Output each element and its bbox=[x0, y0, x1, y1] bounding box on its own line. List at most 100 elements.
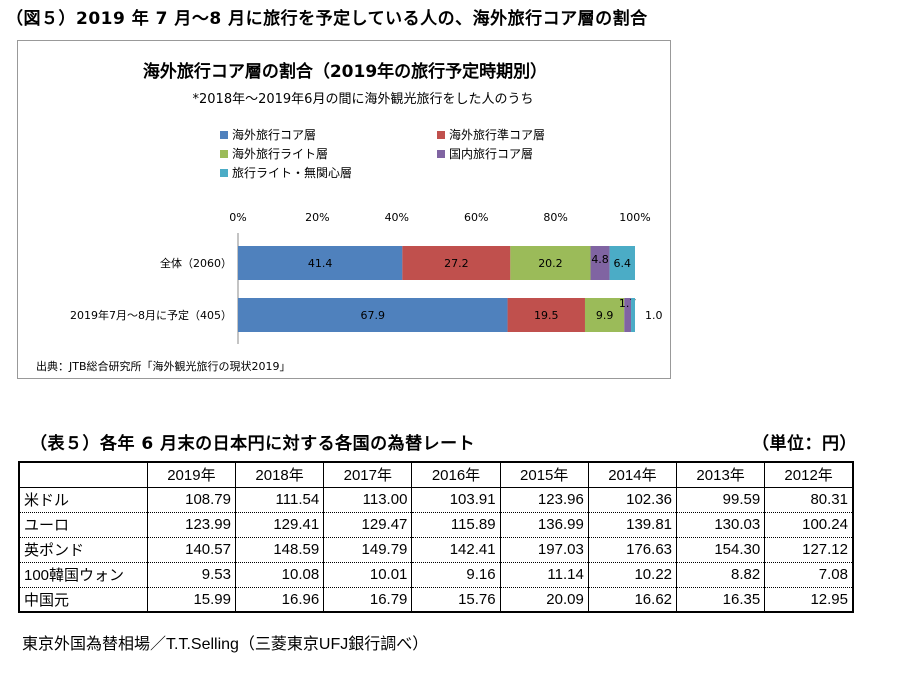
rate-cell: 127.12 bbox=[764, 536, 854, 563]
row-label: ユーロ bbox=[18, 511, 148, 538]
rate-cell: 100.24 bbox=[764, 511, 854, 538]
data-label: 19.5 bbox=[534, 309, 559, 322]
rate-cell: 176.63 bbox=[587, 536, 678, 563]
header-cell: 2018年 bbox=[234, 461, 325, 488]
axis-tick-label: 100% bbox=[619, 211, 650, 224]
rate-cell: 10.22 bbox=[587, 561, 678, 588]
data-label: 41.4 bbox=[308, 257, 333, 270]
figure-caption: （図５）2019 年 7 月～8 月に旅行を予定している人の、海外旅行コア層の割… bbox=[6, 9, 648, 29]
rate-cell: 129.47 bbox=[323, 511, 413, 538]
header-cell: 2015年 bbox=[499, 461, 589, 488]
table-row: ユーロ 123.99 129.41 129.47 115.89 136.99 139.81 1… bbox=[18, 511, 854, 538]
data-label: 27.2 bbox=[444, 257, 469, 270]
rate-cell: 80.31 bbox=[764, 486, 854, 513]
rate-cell: 9.53 bbox=[146, 561, 237, 588]
row-label: 中国元 bbox=[18, 586, 148, 613]
rate-cell: 115.89 bbox=[411, 511, 501, 538]
rate-cell: 16.96 bbox=[234, 586, 325, 613]
rate-cell: 16.35 bbox=[676, 586, 766, 613]
data-label: 1.0 bbox=[645, 309, 663, 322]
rate-cell: 140.57 bbox=[146, 536, 237, 563]
rate-cell: 136.99 bbox=[499, 511, 589, 538]
chart-panel: 海外旅行コア層の割合（2019年の旅行予定時期別） *2018年～2019年6月… bbox=[17, 40, 671, 379]
rate-cell: 148.59 bbox=[234, 536, 325, 563]
legend-swatch bbox=[220, 150, 228, 158]
exchange-rate-table: 2019年 2018年 2017年 2016年 2015年 2014年 2013… bbox=[18, 461, 854, 613]
rate-cell: 111.54 bbox=[234, 486, 325, 513]
chart-bars: 全体（2060） 41.4 27.2 20.2 4.8 6.4 2019年7月～8月に予定（… bbox=[70, 246, 663, 332]
data-label: 6.4 bbox=[614, 257, 632, 270]
rate-cell: 9.16 bbox=[411, 561, 501, 588]
rate-cell: 113.00 bbox=[323, 486, 413, 513]
rate-cell: 142.41 bbox=[411, 536, 501, 563]
rate-cell: 139.81 bbox=[587, 511, 678, 538]
chart-title: 海外旅行コア層の割合（2019年の旅行予定時期別） bbox=[143, 61, 547, 82]
rate-cell: 11.14 bbox=[499, 561, 589, 588]
legend-label: 旅行ライト・無関心層 bbox=[232, 165, 352, 180]
header-cell: 2014年 bbox=[587, 461, 678, 488]
axis-tick-label: 20% bbox=[305, 211, 329, 224]
chart-subtitle: *2018年～2019年6月の間に海外観光旅行をした人のうち bbox=[193, 92, 534, 107]
bar-segment bbox=[238, 246, 403, 280]
bar-segment bbox=[624, 298, 632, 332]
rate-cell: 16.79 bbox=[323, 586, 413, 613]
rate-cell: 10.01 bbox=[323, 561, 413, 588]
table-row: 100韓国ウォン 9.53 10.08 10.01 9.16 11.14 10.22 8.82… bbox=[18, 561, 854, 588]
rate-cell: 149.79 bbox=[323, 536, 413, 563]
bar-segment bbox=[402, 246, 511, 280]
rate-cell: 123.99 bbox=[146, 511, 237, 538]
row-label: 100韓国ウォン bbox=[18, 561, 148, 588]
data-label: 67.9 bbox=[361, 309, 386, 322]
rate-cell: 130.03 bbox=[676, 511, 766, 538]
table-row: 英ポンド 140.57 148.59 149.79 142.41 197.03 176.63… bbox=[18, 536, 854, 563]
rate-cell: 129.41 bbox=[234, 511, 325, 538]
category-label: 全体（2060） bbox=[160, 256, 232, 270]
table-row: 米ドル 108.79 111.54 113.00 103.91 123.96 102.36 9… bbox=[18, 486, 854, 513]
rate-cell: 102.36 bbox=[587, 486, 678, 513]
bar-segment bbox=[631, 298, 635, 332]
header-cell bbox=[18, 461, 148, 488]
rate-cell: 8.82 bbox=[676, 561, 766, 588]
rate-cell: 103.91 bbox=[411, 486, 501, 513]
rate-cell: 99.59 bbox=[676, 486, 766, 513]
row-label: 米ドル bbox=[18, 486, 148, 513]
bar-segment bbox=[584, 298, 625, 332]
data-label: 20.2 bbox=[538, 257, 563, 270]
rate-cell: 12.95 bbox=[764, 586, 854, 613]
row-label: 英ポンド bbox=[18, 536, 148, 563]
axis-tick-label: 80% bbox=[543, 211, 567, 224]
rate-cell: 16.62 bbox=[587, 586, 678, 613]
rate-cell: 15.99 bbox=[146, 586, 237, 613]
data-label: 9.9 bbox=[596, 309, 614, 322]
header-cell: 2019年 bbox=[146, 461, 237, 488]
source-note: 東京外国為替相場／T.T.Selling（三菱東京UFJ銀行調べ） bbox=[22, 636, 429, 653]
legend-swatch bbox=[220, 131, 228, 139]
header-cell: 2012年 bbox=[764, 461, 854, 488]
rate-cell: 154.30 bbox=[676, 536, 766, 563]
legend-swatch bbox=[220, 169, 228, 177]
legend-label: 海外旅行コア層 bbox=[232, 127, 316, 142]
table-header-row: 2019年 2018年 2017年 2016年 2015年 2014年 2013… bbox=[18, 461, 854, 488]
chart-source: 出典：JTB総合研究所「海外観光旅行の現状2019」 bbox=[36, 359, 291, 373]
axis-tick-label: 0% bbox=[229, 211, 246, 224]
table-unit: （単位：円） bbox=[752, 434, 857, 454]
header-cell: 2017年 bbox=[323, 461, 413, 488]
rate-cell: 197.03 bbox=[499, 536, 589, 563]
bar-segment bbox=[238, 298, 508, 332]
legend-label: 国内旅行コア層 bbox=[449, 147, 533, 161]
rate-cell: 15.76 bbox=[411, 586, 501, 613]
rate-cell: 10.08 bbox=[234, 561, 325, 588]
bar-segment bbox=[590, 246, 610, 280]
stacked-bar-chart: 海外旅行コア層の割合（2019年の旅行予定時期別） *2018年～2019年6月… bbox=[36, 61, 663, 373]
bar-segment bbox=[609, 246, 635, 280]
rate-cell: 108.79 bbox=[146, 486, 237, 513]
legend-label: 海外旅行ライト層 bbox=[232, 146, 328, 161]
rate-cell: 123.96 bbox=[499, 486, 589, 513]
category-label: 2019年7月～8月に予定（405） bbox=[70, 308, 232, 322]
legend-label: 海外旅行準コア層 bbox=[449, 127, 545, 142]
legend-swatch bbox=[437, 131, 445, 139]
data-label: 4.8 bbox=[591, 253, 609, 266]
rate-cell: 7.08 bbox=[764, 561, 854, 588]
table-row: 中国元 15.99 16.96 16.79 15.76 20.09 16.62 16.35 12… bbox=[18, 586, 854, 613]
